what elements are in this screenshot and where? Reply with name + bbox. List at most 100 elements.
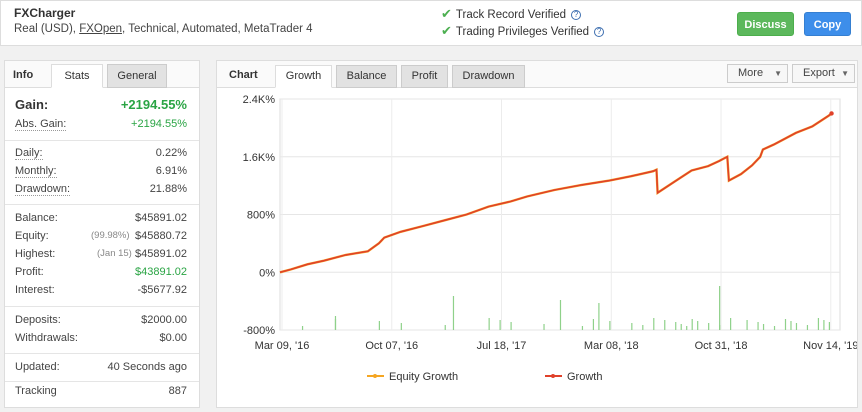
stat-monthly: Monthly: 6.91% <box>5 165 199 183</box>
volume-bar <box>543 324 545 330</box>
stat-value: 6.91% <box>155 165 187 177</box>
volume-bar <box>598 303 600 330</box>
chart-title: Chart <box>229 69 258 81</box>
stat-label[interactable]: Monthly: <box>15 165 57 178</box>
stat-label: Updated: <box>15 361 60 373</box>
stat-value: 0.22% <box>155 147 187 159</box>
stat-value: 40 Seconds ago <box>107 361 187 373</box>
legend-growth-marker <box>551 374 555 378</box>
y-tick-label: 1.6K% <box>243 152 276 164</box>
volume-bar <box>784 319 787 330</box>
volume-bar <box>400 323 402 330</box>
stat-updated: Updated: 40 Seconds ago <box>5 361 199 379</box>
stat-profit: Profit: $43891.02 <box>5 266 199 284</box>
chevron-down-icon: ▼ <box>774 69 782 78</box>
account-details: Real (USD), FXOpen, Technical, Automated… <box>14 23 313 35</box>
volume-bar <box>559 300 562 330</box>
volume-bar <box>806 325 809 330</box>
volume-bar <box>691 319 693 330</box>
help-icon[interactable]: ? <box>571 10 582 20</box>
stats-panel: Info Stats General Gain: +2194.55% Abs. … <box>4 60 200 408</box>
volume-bar <box>653 318 655 330</box>
stat-daily: Daily: 0.22% <box>5 147 199 165</box>
stat-withdrawals: Withdrawals: $0.00 <box>5 332 199 350</box>
legend-equity-marker <box>373 374 377 378</box>
y-tick-label: 0% <box>259 267 275 279</box>
volume-bar <box>334 316 337 330</box>
tab-general[interactable]: General <box>107 64 167 88</box>
y-tick-label: 800% <box>247 210 275 222</box>
volume-bar <box>631 323 633 330</box>
stat-drawdown: Drawdown: 21.88% <box>5 183 199 201</box>
divider <box>5 204 199 205</box>
tab-growth[interactable]: Growth <box>275 65 332 88</box>
volume-bar <box>581 326 584 330</box>
discuss-button[interactable]: Discuss <box>737 12 794 36</box>
more-dropdown[interactable]: More ▼ <box>727 64 788 83</box>
tab-profit[interactable]: Profit <box>401 65 448 88</box>
check-icon: ✔ <box>441 23 452 38</box>
stat-label[interactable]: Abs. Gain: <box>15 118 67 131</box>
trading-privileges-verified: ✔ Trading Privileges Verified? <box>441 23 605 39</box>
volume-bar <box>708 323 710 330</box>
stat-label[interactable]: Drawdown: <box>15 183 71 196</box>
chevron-down-icon: ▼ <box>841 69 849 78</box>
stat-label: Equity: <box>15 230 49 242</box>
tab-stats[interactable]: Stats <box>51 64 103 88</box>
volume-bar <box>773 326 776 330</box>
chart-panel: Chart Growth Balance Profit Drawdown Mor… <box>216 60 858 408</box>
stat-value: $43891.02 <box>135 266 187 278</box>
stat-balance: Balance: $45891.02 <box>5 212 199 230</box>
stat-equity: Equity: (99.98%) $45880.72 <box>5 230 199 248</box>
check-icon: ✔ <box>441 6 452 21</box>
volume-bar <box>675 322 677 330</box>
tab-drawdown[interactable]: Drawdown <box>452 65 525 88</box>
volume-bar <box>719 286 721 330</box>
copy-button[interactable]: Copy <box>804 12 851 36</box>
x-tick-label: Jul 18, '17 <box>477 340 527 352</box>
divider <box>5 140 199 141</box>
volume-bar <box>823 320 825 330</box>
divider <box>5 306 199 307</box>
x-tick-label: Mar 08, '18 <box>584 340 639 352</box>
volume-bar <box>609 321 611 330</box>
stat-label: Interest: <box>15 284 55 296</box>
stat-value: +2194.55% <box>120 97 187 112</box>
help-icon[interactable]: ? <box>594 27 605 37</box>
volume-bar <box>730 318 732 330</box>
volume-bar <box>686 326 688 330</box>
stat-label: Highest: <box>15 248 56 260</box>
volume-bar <box>444 325 446 330</box>
export-dropdown[interactable]: Export ▼ <box>792 64 855 83</box>
verification-label: Trading Privileges Verified <box>455 26 590 38</box>
stat-label: Profit: <box>15 266 44 278</box>
volume-bar <box>301 326 304 330</box>
x-tick-label: Oct 07, '16 <box>365 340 418 352</box>
info-title: Info <box>13 69 34 81</box>
legend-equity-label: Equity Growth <box>389 371 458 383</box>
export-label: Export <box>803 67 835 79</box>
stats-tabs: Info Stats General <box>5 61 199 88</box>
stat-value: 21.88% <box>149 183 187 195</box>
x-tick-label: Mar 09, '16 <box>255 340 310 352</box>
equity-growth-line <box>279 112 833 274</box>
stat-label: Gain: <box>15 97 49 112</box>
stat-label[interactable]: Daily: <box>15 147 43 160</box>
volume-bar <box>592 319 595 330</box>
volume-bar <box>790 321 792 330</box>
stat-value: $2000.00 <box>141 314 187 326</box>
volume-bar <box>795 323 798 330</box>
x-tick-label: Nov 14, '19 <box>803 340 857 352</box>
stat-value: $45891.02 <box>135 212 187 224</box>
growth-chart[interactable]: 2.4K% 1.6K% 800% 0% -800% Mar 09, '16 Oct 07, … <box>217 89 857 407</box>
stat-interest: Interest: -$5677.92 <box>5 284 199 302</box>
growth-line <box>279 112 833 274</box>
volume-bar <box>510 322 512 330</box>
y-tick-label: 2.4K% <box>243 94 276 106</box>
tab-balance[interactable]: Balance <box>336 65 397 88</box>
stat-value: $45891.02 <box>135 248 187 260</box>
broker-link[interactable]: FXOpen <box>79 23 123 35</box>
stat-value: $45880.72 <box>135 230 187 242</box>
y-tick-label: -800% <box>243 325 275 337</box>
volume-bar <box>697 321 699 330</box>
